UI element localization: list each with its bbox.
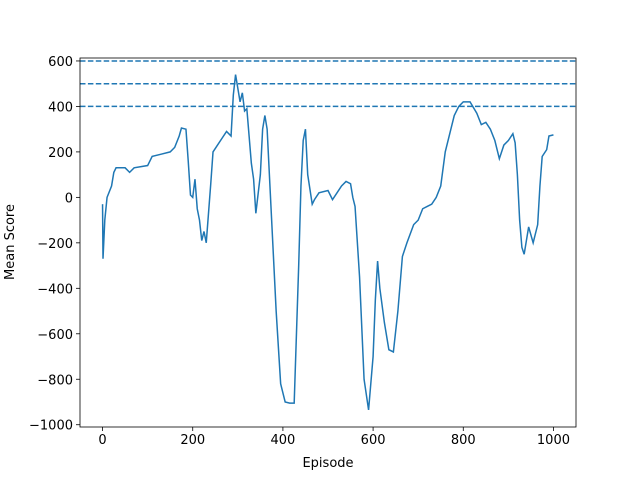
x-tick-label: 0 [98, 433, 106, 448]
x-tick-label: 200 [180, 433, 205, 448]
y-tick-label: −1000 [29, 419, 73, 434]
y-tick-label: 200 [48, 146, 73, 161]
y-tick-label: −200 [37, 237, 73, 252]
x-axis-label: Episode [302, 456, 353, 471]
y-tick-label: −800 [37, 373, 73, 388]
line-series [101, 74, 554, 411]
plot-frame [79, 57, 577, 428]
x-tick-label: 400 [270, 433, 295, 448]
x-tick-label: 1000 [537, 433, 570, 448]
y-tick-label: −600 [37, 328, 73, 343]
y-tick-label: 0 [65, 191, 73, 206]
y-axis-label: Mean Score [3, 204, 18, 280]
y-tick-label: −400 [37, 282, 73, 297]
y-tick-label: 600 [48, 55, 73, 70]
y-tick-label: 400 [48, 100, 73, 115]
x-tick-label: 600 [361, 433, 386, 448]
x-tick-label: 800 [451, 433, 476, 448]
